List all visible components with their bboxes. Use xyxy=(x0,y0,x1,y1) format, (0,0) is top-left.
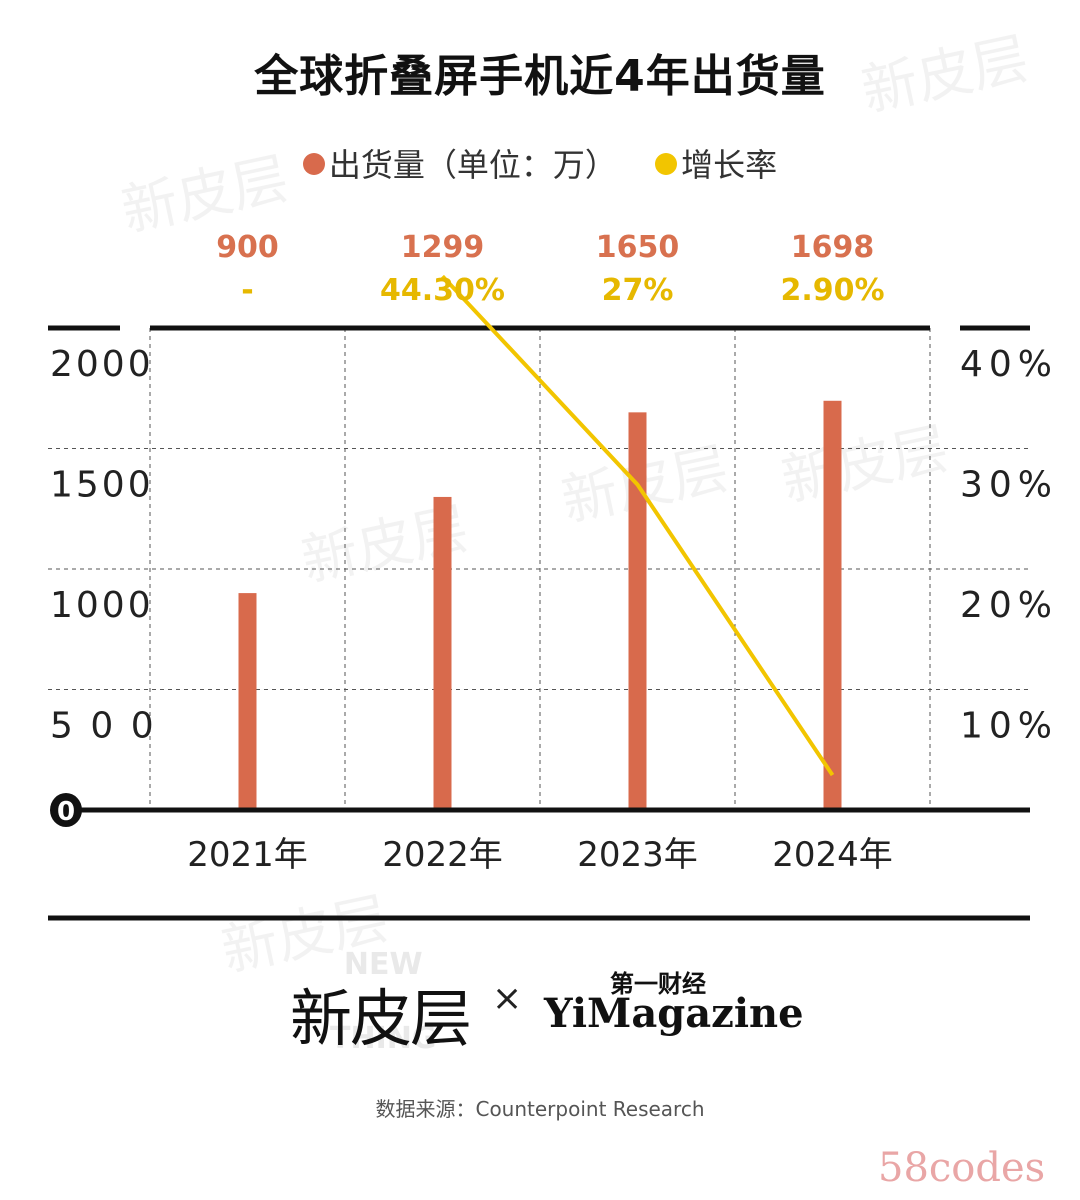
shipment-value-label: 900 xyxy=(216,230,279,265)
right-axis-tick-label: 30% xyxy=(960,465,1058,506)
left-axis-tick-label: 2000 xyxy=(50,344,154,385)
corner-watermark: 58codes xyxy=(878,1145,1046,1191)
combo-chart: 0 5 0 0 1000 1500 2000 10% 20% 30% 40% 900 1299 165… xyxy=(48,230,1058,921)
chart-title: 全球折叠屏手机近4年出货量 xyxy=(254,51,826,102)
partner-logos: NEW THING 新皮层 × 第一财经 YiMagazine xyxy=(0,950,1080,1060)
growth-value-label: 2.90% xyxy=(780,273,884,308)
right-axis-tick-label: 40% xyxy=(960,344,1058,385)
shipment-value-label: 1650 xyxy=(596,230,680,265)
bar-shipments xyxy=(433,496,452,810)
legend-item-growth: 增长率 xyxy=(655,140,777,186)
left-axis-tick-label: 1000 xyxy=(50,585,154,626)
left-axis-tick-label: 1500 xyxy=(50,465,154,506)
legend-swatch-shipments xyxy=(302,153,325,175)
growth-value-label: - xyxy=(241,273,253,308)
growth-value-label: 27% xyxy=(602,273,674,308)
x-axis-tick-label: 2023年 xyxy=(577,835,698,875)
yimagazine-logo: YiMagazine xyxy=(544,990,804,1037)
x-axis-tick-label: 2024年 xyxy=(772,835,893,875)
legend-item-shipments: 出货量（单位：万） xyxy=(302,140,617,186)
shipment-value-label: 1698 xyxy=(791,230,875,265)
bar-shipments xyxy=(628,412,647,810)
chart-legend: 出货量（单位：万） 增长率 xyxy=(0,140,1080,186)
right-axis-tick-label: 20% xyxy=(960,585,1058,626)
right-axis-tick-label: 10% xyxy=(960,706,1058,747)
yimagazine-logo-cn: 第一财经 xyxy=(610,970,706,998)
xinpiceng-logo: 新皮层 xyxy=(290,982,472,1055)
newthing-logo-line2: THING xyxy=(330,1021,437,1056)
growth-line xyxy=(441,274,835,777)
newthing-logo-line1: NEW xyxy=(343,947,423,982)
growth-value-label: 44.30% xyxy=(380,273,505,308)
left-axis-tick-label: 5 0 0 xyxy=(50,706,157,747)
legend-swatch-growth xyxy=(655,153,678,175)
data-source: 数据来源：Counterpoint Research xyxy=(375,1097,705,1121)
x-axis-tick-label: 2022年 xyxy=(382,835,503,875)
shipment-value-label: 1299 xyxy=(401,230,485,265)
legend-label-growth: 增长率 xyxy=(681,146,778,184)
bar-shipments xyxy=(238,593,257,810)
bar-shipments xyxy=(823,400,842,810)
left-axis-tick-label: 0 xyxy=(57,797,75,827)
x-axis-tick-label: 2021年 xyxy=(187,835,308,875)
newthing-logo-bg: NEW THING xyxy=(330,950,436,1054)
legend-label-shipments: 出货量（单位：万） xyxy=(328,146,617,184)
collab-times-sign: × xyxy=(492,978,523,1019)
zero-badge xyxy=(50,793,82,827)
